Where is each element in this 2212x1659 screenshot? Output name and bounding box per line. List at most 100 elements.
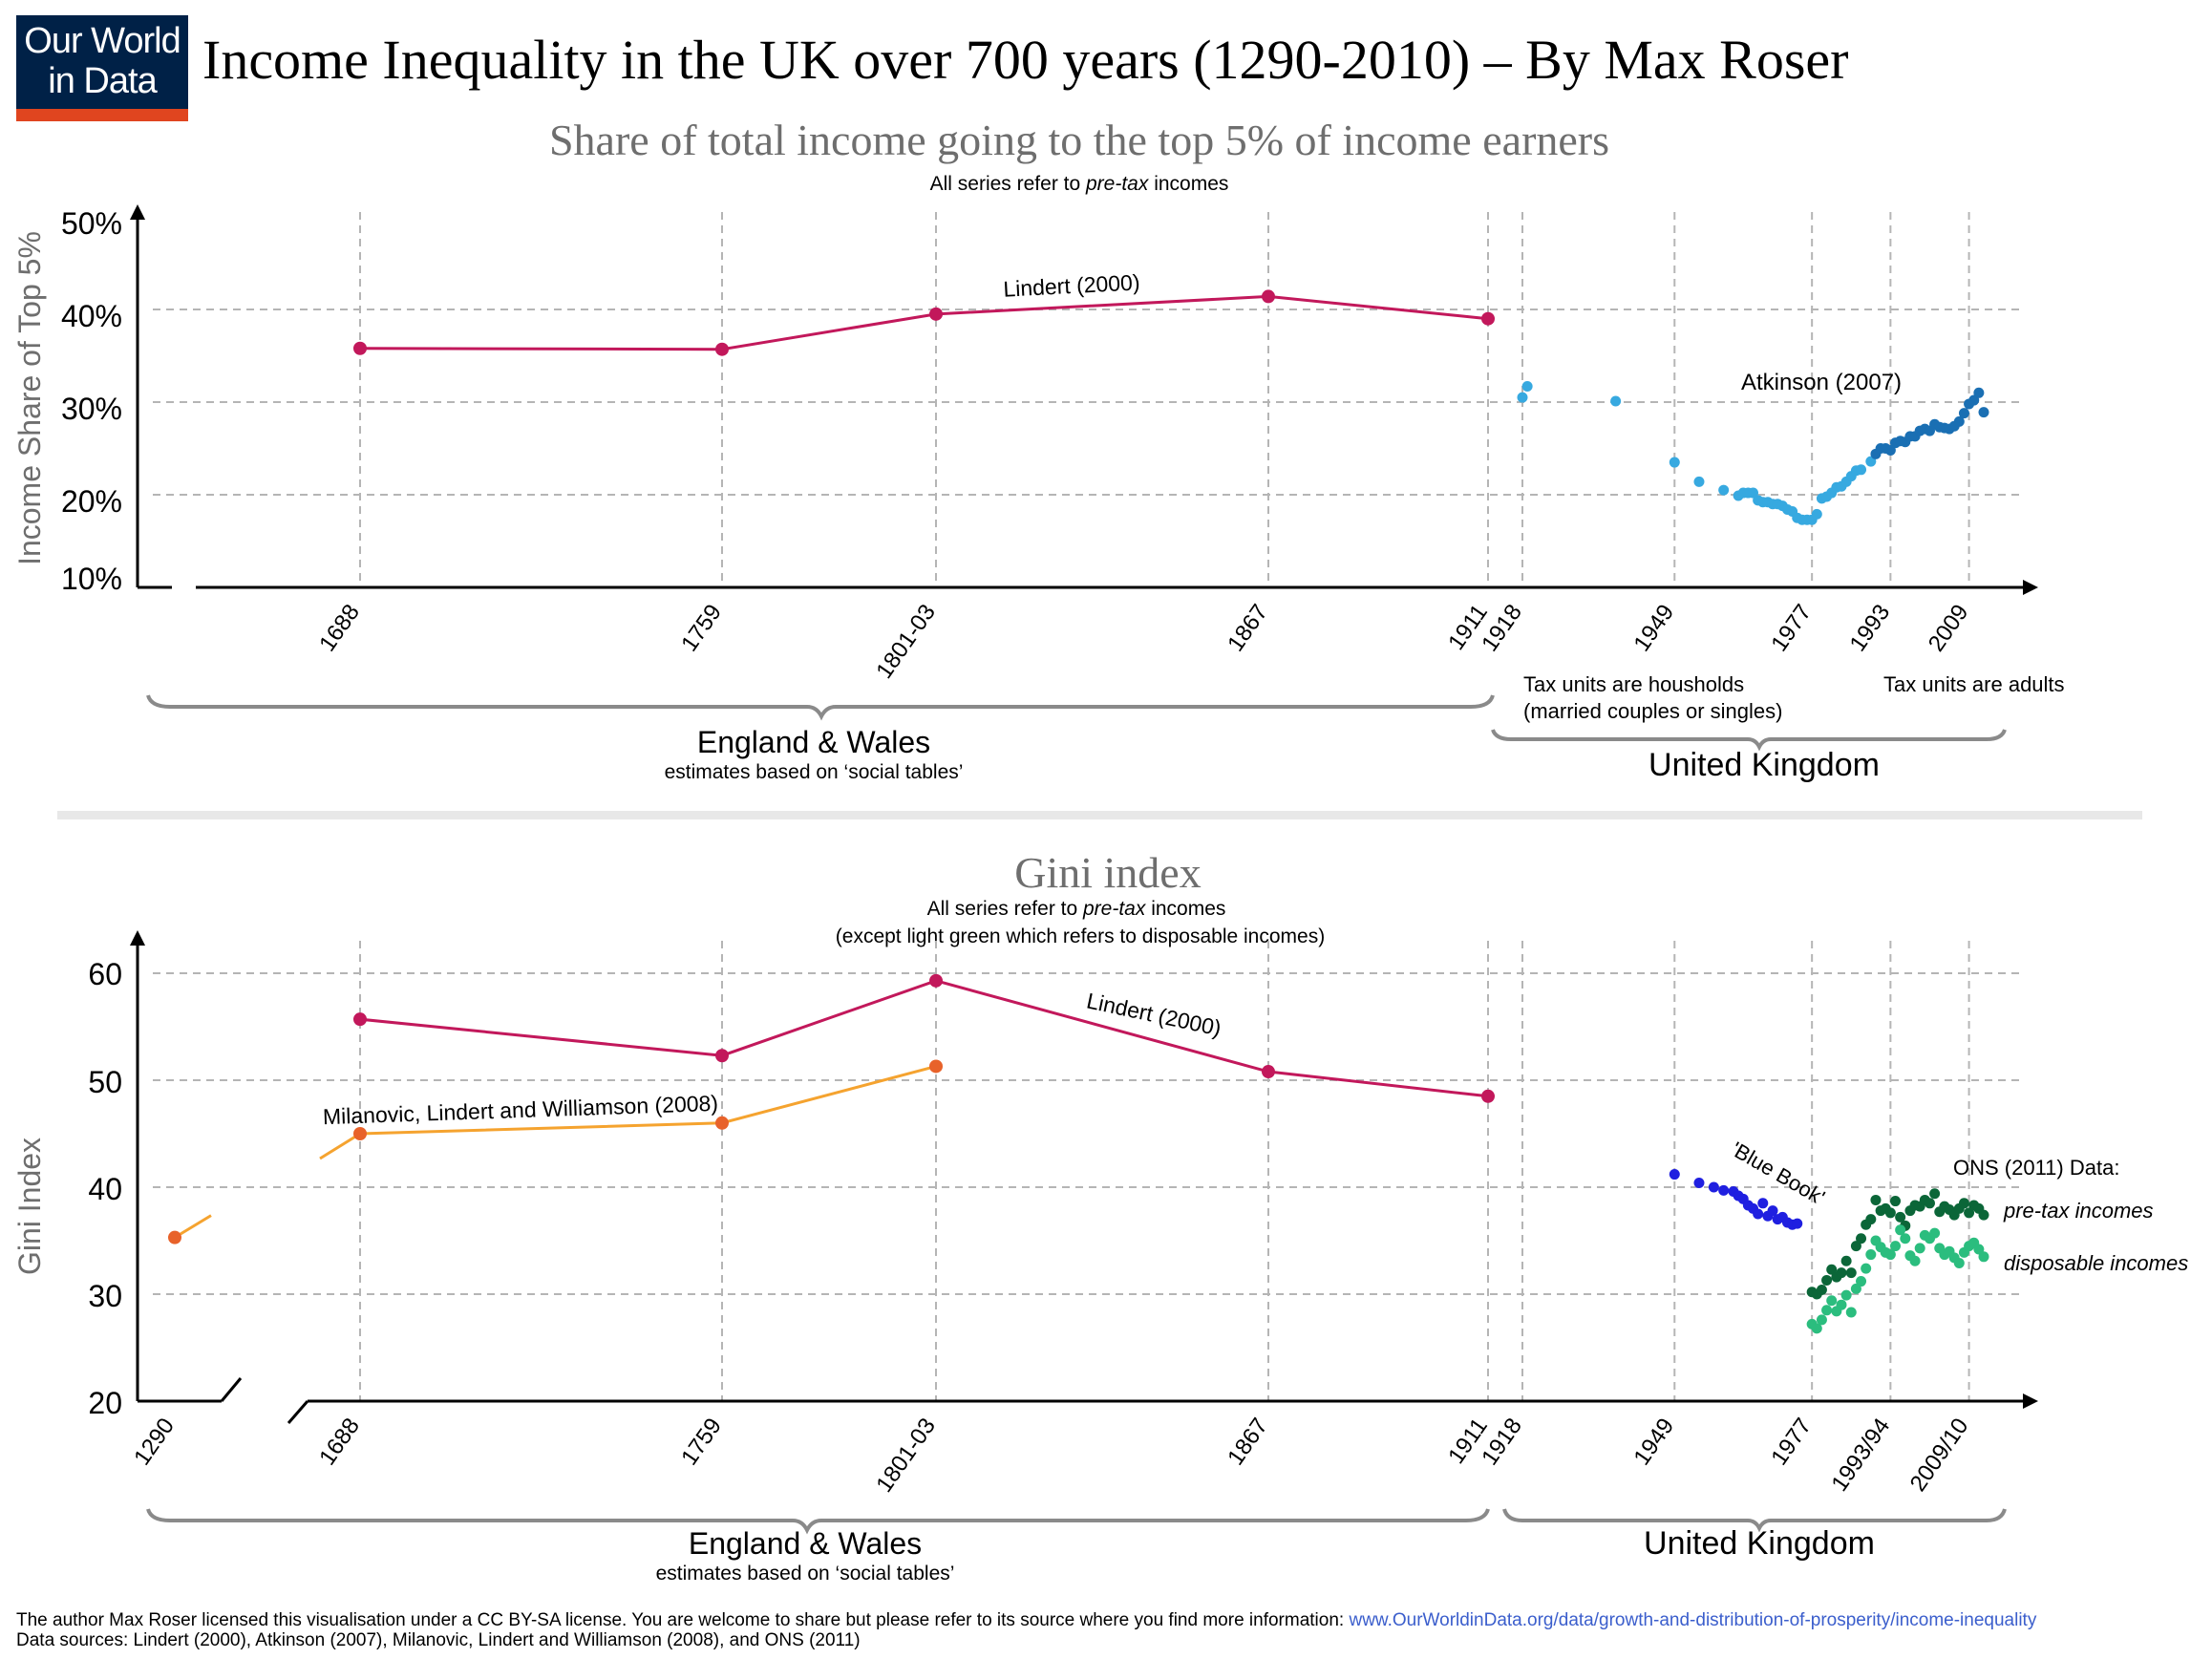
ons-pretax-point	[1924, 1198, 1935, 1209]
bottom-lindert-line	[359, 979, 1489, 1098]
bottom-ew-region-label: England & Wales	[689, 1526, 922, 1561]
ons-disposable-point	[1973, 1244, 1985, 1255]
atkinson-point	[1718, 484, 1730, 496]
atkinson-point	[1521, 381, 1533, 393]
top-lindert-label: Lindert (2000)	[1003, 269, 1140, 301]
blue-book-point	[1718, 1184, 1730, 1196]
bottom-y-tick-label: 60	[88, 957, 122, 991]
top-gridlines	[153, 212, 2020, 587]
top-y-axis-title: Income Share of Top 5%	[12, 231, 47, 565]
ons-disposable-point	[1821, 1305, 1833, 1316]
ons-disposable-point	[1856, 1276, 1867, 1287]
bottom-note-2: (except light green which refers to disp…	[836, 925, 1325, 947]
ons-pretax-point	[1964, 1207, 1975, 1219]
top-ew-region-sub: estimates based on ‘social tables’	[665, 761, 964, 783]
bottom-y-tick-label: 50	[88, 1065, 122, 1099]
bottom-ew-brace	[146, 1508, 1490, 1535]
households-note-line-2: (married couples or singles)	[1523, 699, 1782, 723]
footer: The author Max Roser licensed this visua…	[16, 1610, 2036, 1650]
ons-pretax-point	[1865, 1214, 1877, 1225]
bottom-x-tick-label: 1993/94	[1826, 1414, 1895, 1497]
bottom-panel: Gini index All series refer to pre-tax i…	[12, 848, 2188, 1585]
bottom-x-tick-label: 1949	[1628, 1414, 1679, 1470]
ons-pretax-point	[1845, 1267, 1857, 1279]
footer-license-line: The author Max Roser licensed this visua…	[16, 1610, 2036, 1630]
top-x-tick-label: 1918	[1477, 600, 1527, 656]
top-y-tick-label: 20%	[61, 484, 122, 519]
atkinson-point	[1865, 456, 1877, 467]
ons-disposable-point	[1953, 1258, 1965, 1269]
ons-pretax-point	[1850, 1241, 1861, 1252]
top-x-tick-label: 1867	[1223, 600, 1273, 656]
households-note-line-1: Tax units are housholds	[1523, 672, 1744, 696]
atkinson-point	[1748, 487, 1758, 499]
ons-pretax-label: pre-tax incomes	[2003, 1199, 2154, 1223]
ons-disposable-point	[1840, 1289, 1852, 1301]
atkinson-point	[1856, 464, 1867, 476]
ons-pretax-point	[1884, 1207, 1896, 1219]
bottom-lindert-point	[929, 973, 943, 988]
bottom-x-tick-label: 1918	[1477, 1414, 1527, 1470]
bottom-note-1: All series refer to pre-tax incomes	[927, 898, 1226, 920]
bottom-ew-region-sub: estimates based on ‘social tables’	[656, 1563, 955, 1585]
top-y-tick-label: 50%	[61, 206, 122, 241]
bottom-uk-region-label: United Kingdom	[1644, 1525, 1875, 1562]
panel-divider	[57, 811, 2142, 819]
bottom-x-tick-label: 1290	[129, 1414, 180, 1470]
milanovic-point	[168, 1230, 181, 1244]
ons-pretax-point	[1856, 1233, 1867, 1244]
top-subtitle: Share of total income going to the top 5…	[549, 116, 1609, 164]
top-y-tick-label: 10%	[61, 562, 122, 596]
ons-pretax-point	[1890, 1196, 1902, 1207]
logo-line-2: in Data	[48, 61, 157, 101]
blue-book-point	[1767, 1205, 1778, 1217]
top-x-tick-label: 1949	[1628, 600, 1679, 656]
footer-source-link[interactable]: www.OurWorldinData.org/data/growth-and-d…	[1349, 1610, 2037, 1630]
bottom-y-tick-label: 30	[88, 1279, 122, 1313]
bottom-axis-break	[220, 1377, 243, 1402]
ons-disposable-point	[1909, 1255, 1921, 1266]
top-x-tick-label: 1801-03	[871, 600, 941, 684]
milanovic-label: Milanovic, Lindert and Williamson (2008)	[323, 1091, 719, 1129]
blue-book-point	[1792, 1218, 1803, 1229]
milanovic-point	[353, 1127, 367, 1140]
bottom-y-tick-label: 20	[88, 1386, 122, 1420]
atkinson-point	[1811, 508, 1822, 520]
bottom-lindert-point	[353, 1012, 367, 1027]
ons-disposable-point	[1929, 1227, 1941, 1239]
blue-book-point	[1669, 1169, 1680, 1180]
atkinson-point	[1978, 407, 1989, 418]
top-ew-region-label: England & Wales	[697, 725, 930, 759]
atkinson-point	[1953, 415, 1965, 427]
bottom-x-tick-label: 1688	[314, 1414, 365, 1470]
owid-logo: Our World in Data	[16, 15, 188, 121]
blue-book-point	[1757, 1198, 1769, 1209]
footer-license-text: The author Max Roser licensed this visua…	[16, 1610, 1350, 1630]
bottom-lindert-label: Lindert (2000)	[1084, 988, 1223, 1040]
bottom-y-axis-title: Gini Index	[12, 1138, 47, 1275]
ons-pretax-point	[1895, 1211, 1906, 1223]
top-y-axis-arrow	[130, 204, 145, 220]
top-y-tick-label: 40%	[61, 299, 122, 333]
top-chart-marks	[353, 289, 1989, 525]
bottom-lindert-point	[1262, 1065, 1275, 1079]
ons-disposable-point	[1865, 1249, 1877, 1261]
atkinson-point	[1693, 476, 1705, 487]
bottom-x-tick-label: 1977	[1766, 1414, 1817, 1470]
ons-disposable-point	[1890, 1241, 1902, 1252]
bottom-y-axis-arrow	[130, 930, 145, 946]
top-uk-region-label: United Kingdom	[1648, 747, 1880, 783]
ons-disposable-point	[1811, 1323, 1822, 1334]
adults-note: Tax units are adults	[1883, 672, 2065, 696]
ons-pretax-point	[1929, 1188, 1941, 1200]
ons-disposable-point	[1861, 1263, 1872, 1274]
ons-disposable-point	[1978, 1251, 1989, 1263]
top-x-tick-label: 1977	[1766, 600, 1817, 656]
bottom-uk-brace	[1502, 1508, 2007, 1533]
top-x-tick-label: 1993	[1845, 600, 1896, 656]
bottom-x-tick-label: 1867	[1223, 1414, 1273, 1470]
milanovic-point	[715, 1116, 729, 1130]
top-lindert-point	[929, 307, 943, 321]
